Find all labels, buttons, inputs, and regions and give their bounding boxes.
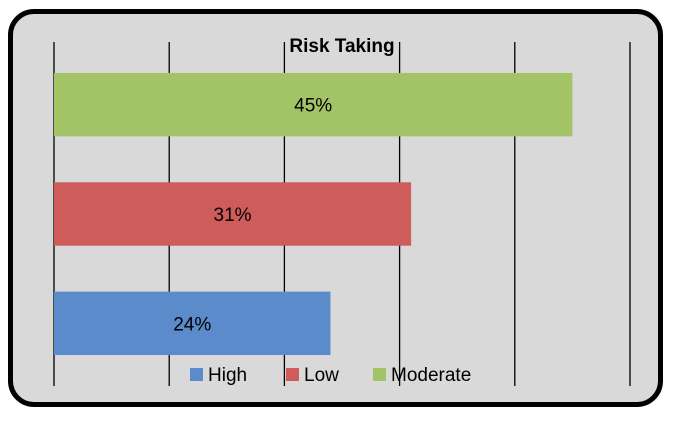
legend-swatch-moderate	[373, 368, 386, 381]
chart-title: Risk Taking	[289, 36, 394, 57]
legend-swatch-low	[286, 368, 299, 381]
bar-low	[54, 182, 412, 246]
legend-label-low: Low	[304, 365, 339, 386]
bar-value-labels: 24% 31% 45%	[173, 96, 332, 336]
bar-label-low: 31%	[214, 205, 252, 226]
legend-label-moderate: Moderate	[391, 365, 471, 386]
bar-high	[54, 291, 331, 356]
bar-moderate	[54, 72, 573, 137]
legend-label-high: High	[208, 365, 247, 386]
bar-label-moderate: 45%	[294, 96, 332, 117]
bars	[54, 72, 573, 356]
legend: High Low Moderate	[190, 365, 471, 386]
legend-swatch-high	[190, 368, 203, 381]
bar-label-high: 24%	[173, 314, 211, 335]
